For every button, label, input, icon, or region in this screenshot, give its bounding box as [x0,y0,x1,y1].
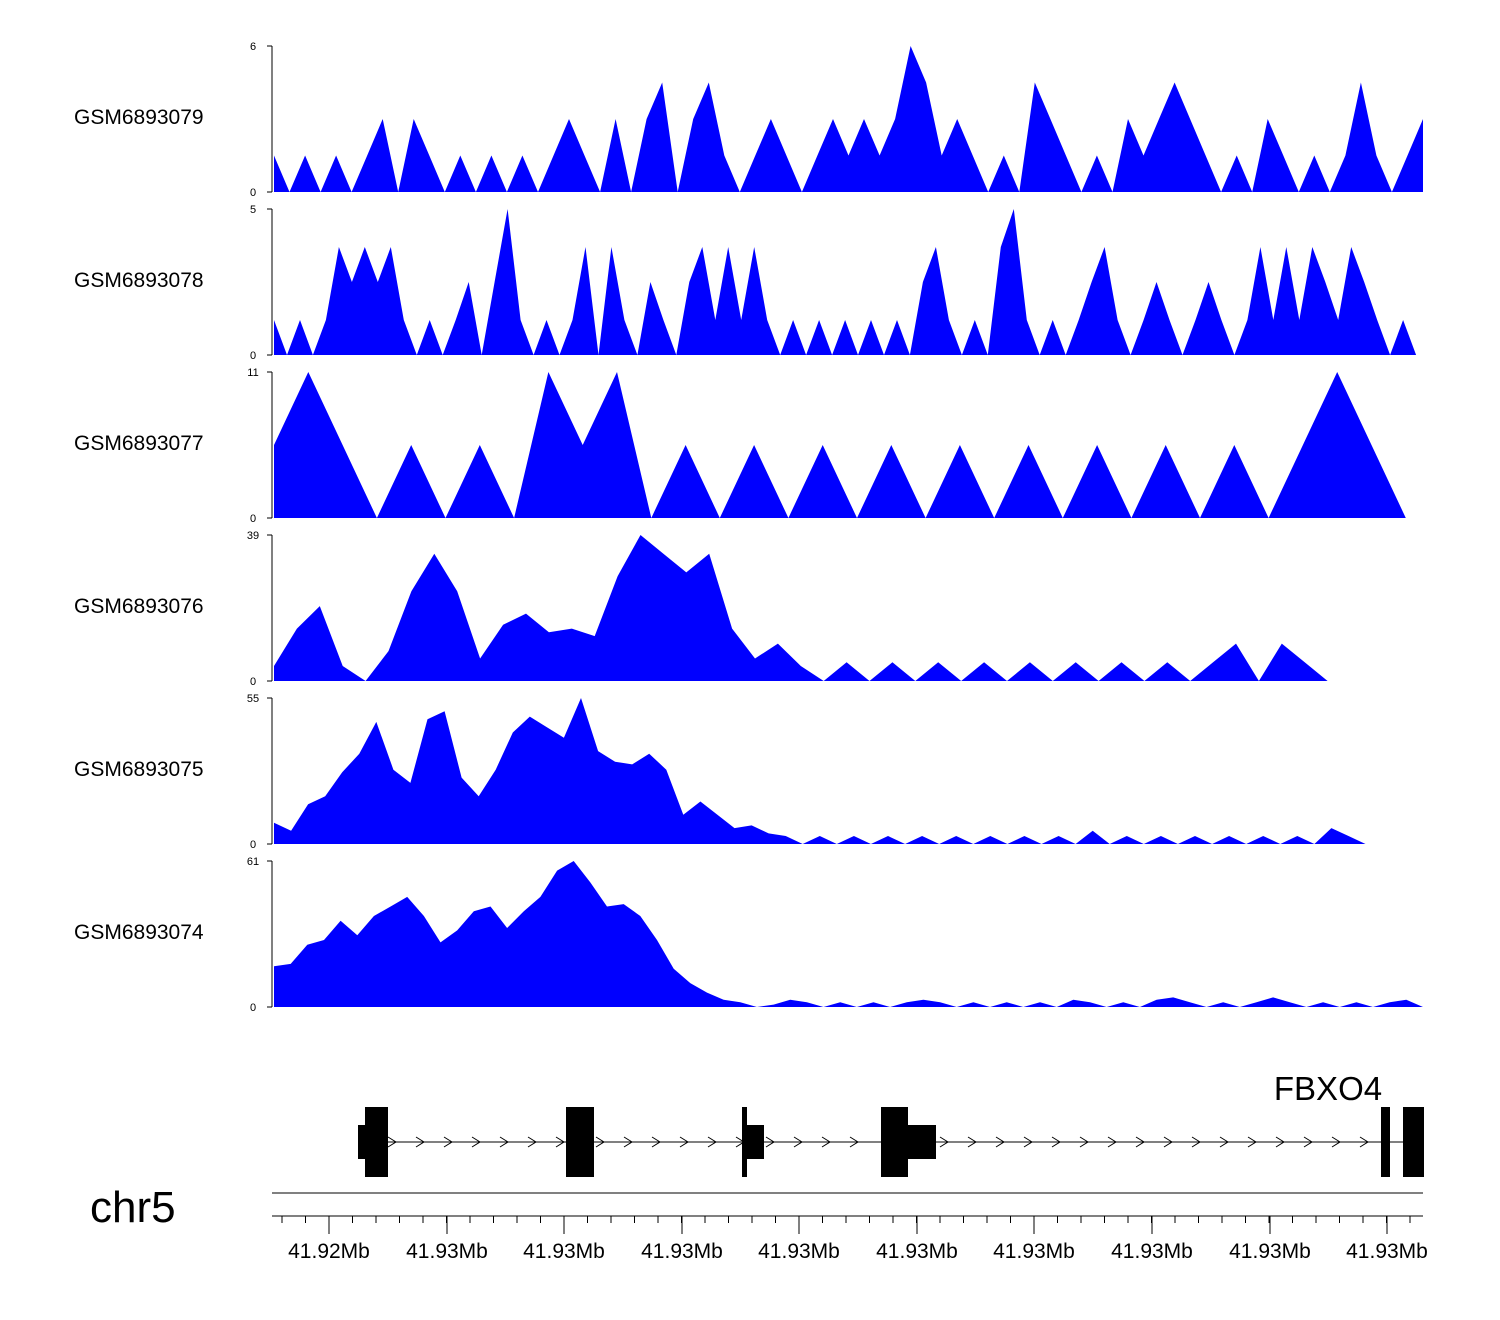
coverage-area [274,861,1423,1007]
genomic-axis: chr5 41.92Mb 41.93Mb 41.93Mb 41.93Mb 41.93Mb… [90,1183,1428,1263]
strand-arrow [939,1136,949,1148]
y-tick-min-label: 0 [250,839,256,851]
exon-2 [566,1107,594,1177]
strand-arrow [1359,1136,1369,1148]
track-GSM6893079: GSM6893079 6 0 [74,41,1423,199]
strand-arrow [967,1136,977,1148]
y-tick-max-label: 61 [247,856,259,868]
strand-arrow [1303,1136,1313,1148]
track-label: GSM6893077 [74,432,204,455]
strand-arrow [499,1136,509,1148]
track-GSM6893074: GSM6893074 61 0 [74,856,1423,1014]
x-tick-label: 41.93Mb [876,1240,958,1263]
x-tick-label: 41.93Mb [641,1240,723,1263]
strand-arrows [387,1136,1369,1148]
strand-arrow [595,1136,605,1148]
strand-arrow [1219,1136,1229,1148]
track-GSM6893077: GSM6893077 11 0 [74,367,1406,525]
x-tick-label: 41.93Mb [523,1240,605,1263]
gene-model-track: FBXO4 [358,1070,1424,1177]
y-tick-max-label: 11 [247,367,258,379]
strand-arrow [1135,1136,1145,1148]
strand-arrow [1275,1136,1285,1148]
exon-4 [881,1107,908,1177]
strand-arrow [387,1136,397,1148]
chromosome-label: chr5 [90,1183,176,1232]
exon-1-utr [358,1125,366,1159]
strand-arrow [1331,1136,1341,1148]
exon-5 [1381,1107,1390,1177]
strand-arrow [527,1136,537,1148]
exon-1 [365,1107,388,1177]
strand-arrow [821,1136,831,1148]
track-label: GSM6893079 [74,106,204,129]
y-tick-min-label: 0 [250,676,256,688]
strand-arrow [1107,1136,1117,1148]
exon-3 [747,1125,764,1159]
y-tick-min-label: 0 [250,1002,256,1014]
strand-arrow [623,1136,633,1148]
track-GSM6893078: GSM6893078 5 0 [74,204,1417,362]
y-tick-max-label: 6 [250,41,256,53]
exon-4-utr [907,1125,936,1159]
x-tick-label: 41.93Mb [1111,1240,1193,1263]
track-GSM6893076: GSM6893076 39 0 [74,530,1328,688]
coverage-area [274,535,1328,681]
x-tick-label: 41.93Mb [993,1240,1075,1263]
strand-arrow [1023,1136,1033,1148]
exon-6 [1403,1107,1424,1177]
coverage-area [274,209,1417,355]
strand-arrow [1163,1136,1173,1148]
x-tick-label: 41.93Mb [406,1240,488,1263]
axis-minor-ticks [281,1216,1411,1223]
y-tick-max-label: 39 [247,530,259,542]
strand-arrow [443,1136,453,1148]
strand-arrow [679,1136,689,1148]
y-tick-max-label: 5 [250,204,256,216]
strand-arrow [765,1136,775,1148]
axis-major-ticks: 41.92Mb 41.93Mb 41.93Mb 41.93Mb 41.93Mb 41.93… [288,1216,1428,1263]
x-tick-label: 41.92Mb [288,1240,370,1263]
strand-arrow [849,1136,859,1148]
track-label: GSM6893078 [74,269,204,292]
coverage-area [274,46,1423,192]
coverage-tracks: GSM689307960GSM689307850GSM6893077110GSM… [74,41,1423,1014]
strand-arrow [651,1136,661,1148]
coverage-area [274,372,1406,518]
x-tick-label: 41.93Mb [1346,1240,1428,1263]
track-label: GSM6893075 [74,758,204,781]
exon-3-narrow [742,1107,747,1177]
strand-arrow [471,1136,481,1148]
y-tick-min-label: 0 [250,187,256,199]
x-tick-label: 41.93Mb [758,1240,840,1263]
strand-arrow [1051,1136,1061,1148]
track-GSM6893075: GSM6893075 55 0 [74,693,1366,851]
strand-arrow [555,1136,565,1148]
coverage-area [274,698,1366,844]
y-tick-min-label: 0 [250,513,256,525]
gene-name-label: FBXO4 [1274,1070,1382,1107]
x-tick-label: 41.93Mb [1229,1240,1311,1263]
strand-arrow [1191,1136,1201,1148]
strand-arrow [793,1136,803,1148]
track-label: GSM6893074 [74,921,204,944]
strand-arrow [1079,1136,1089,1148]
y-tick-max-label: 55 [247,693,259,705]
y-tick-min-label: 0 [250,350,256,362]
strand-arrow [1247,1136,1257,1148]
track-label: GSM6893076 [74,595,204,618]
strand-arrow [707,1136,717,1148]
strand-arrow [415,1136,425,1148]
strand-arrow [995,1136,1005,1148]
